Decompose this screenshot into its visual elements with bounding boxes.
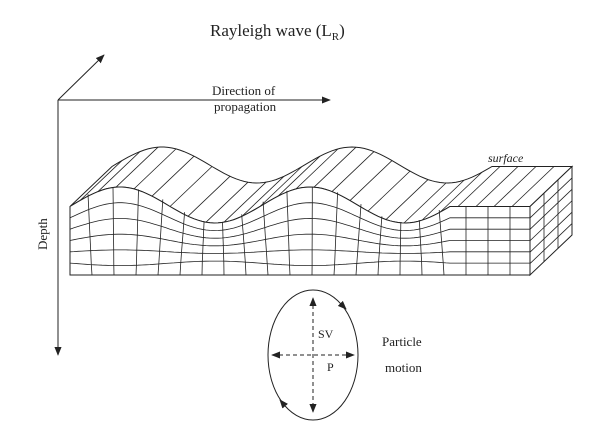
vertical-line	[179, 212, 185, 276]
vertical-line	[399, 222, 402, 276]
hatch	[367, 170, 411, 212]
hatch	[439, 171, 483, 213]
hatch	[403, 182, 447, 224]
depth-line	[69, 233, 530, 247]
direction-label: Direction of	[212, 83, 276, 98]
hatch	[223, 181, 267, 223]
hatch	[79, 160, 123, 201]
depth-line	[69, 202, 530, 232]
depth-label: Depth	[35, 218, 50, 250]
vertical-line	[333, 192, 338, 276]
vertical-line	[135, 189, 139, 276]
sv-label: SV	[318, 327, 334, 341]
vertical-line	[262, 201, 269, 276]
side-line	[529, 177, 573, 219]
hatch	[511, 166, 555, 207]
hatch	[457, 166, 501, 207]
hatch	[169, 166, 213, 207]
depth-line	[69, 249, 530, 254]
hatch	[133, 148, 177, 190]
hatch	[241, 175, 285, 217]
orbit-arrow	[337, 300, 347, 310]
depth-line	[69, 260, 530, 267]
hatch	[475, 166, 519, 207]
side-line	[529, 200, 573, 242]
hatch	[295, 148, 339, 190]
hatch	[331, 151, 375, 192]
title: Rayleigh wave (LR)	[210, 21, 345, 43]
vertical-line	[438, 209, 445, 276]
vertical-line	[201, 221, 205, 276]
vertical-line	[377, 216, 383, 276]
wave-block	[69, 146, 574, 277]
direction-label: propagation	[214, 99, 277, 114]
orbit-arrow	[279, 399, 288, 409]
vertical-line	[222, 222, 225, 276]
p-label: P	[327, 360, 334, 374]
side-line	[529, 189, 573, 230]
hatch	[349, 160, 393, 201]
hatch	[313, 146, 357, 188]
hatch	[277, 155, 321, 197]
hatch	[97, 151, 141, 192]
vertical-line	[355, 204, 362, 276]
vertical-line	[241, 214, 247, 276]
vertical-line	[286, 190, 291, 276]
particle-label: motion	[385, 360, 422, 375]
vertical-line	[157, 199, 164, 276]
side-line	[529, 211, 573, 253]
hatch	[115, 146, 159, 188]
surface-label: surface	[488, 151, 524, 165]
hatch	[187, 175, 231, 217]
axis-arrow	[57, 54, 105, 101]
hatch	[493, 166, 537, 207]
hatch	[205, 181, 249, 223]
depth-line	[69, 217, 530, 239]
hatch	[259, 166, 303, 207]
vertical-line	[87, 194, 93, 276]
hatch	[421, 179, 465, 221]
vertical-line	[112, 187, 115, 276]
hatch	[151, 155, 195, 197]
particle-orbit	[267, 289, 359, 421]
vertical-line	[418, 220, 423, 276]
side-line	[529, 223, 573, 264]
particle-label: Particle	[382, 334, 422, 349]
hatch	[385, 179, 429, 220]
